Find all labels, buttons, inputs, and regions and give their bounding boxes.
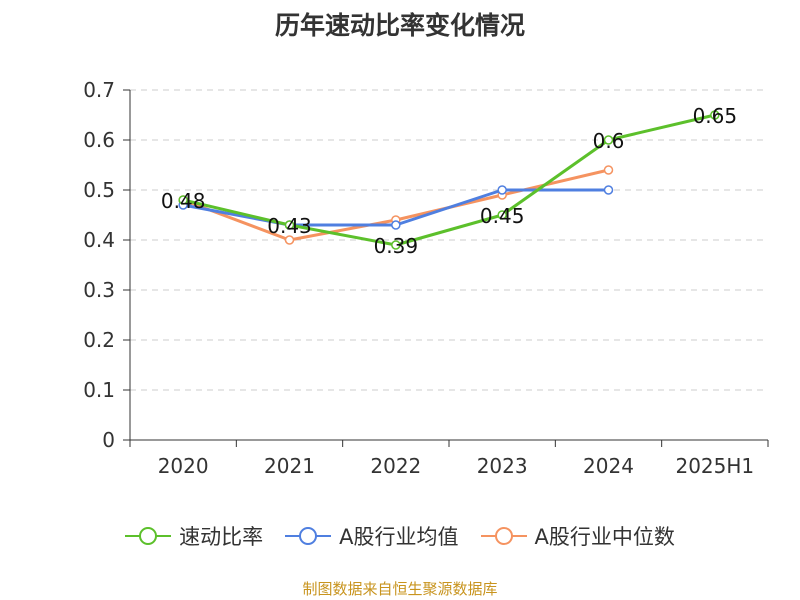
legend-item-quick-ratio[interactable]: 速动比率	[125, 521, 263, 551]
y-tick-label: 0.3	[83, 278, 115, 302]
y-tick-label: 0.1	[83, 378, 115, 402]
data-label: 0.65	[693, 104, 738, 128]
data-point	[497, 185, 507, 195]
data-label: 0.43	[267, 214, 312, 238]
data-point	[284, 235, 295, 245]
axes: 0 0.1 0.2 0.3 0.4 0.5 0.6 0.7 2020 2021 2022 2023 20…	[83, 78, 769, 478]
legend-marker-icon	[480, 526, 527, 546]
data-point	[391, 220, 401, 230]
data-point	[603, 165, 614, 175]
x-tick-label: 2023	[477, 454, 528, 478]
series-line	[182, 113, 716, 247]
legend-marker-icon	[285, 526, 332, 546]
source-note: 制图数据来自恒生聚源数据库	[302, 580, 498, 598]
y-tick-label: 0.2	[83, 328, 115, 352]
data-point	[391, 240, 401, 250]
x-tick-label: 2020	[158, 454, 209, 478]
data-point	[497, 210, 507, 220]
data-label: 0.6	[593, 129, 625, 153]
x-tick-label: 2022	[370, 454, 421, 478]
y-tick-label: 0	[102, 428, 115, 452]
data-point	[603, 135, 614, 145]
legend-item-industry-median[interactable]: A股行业中位数	[480, 521, 675, 551]
x-tick-label: 2021	[264, 454, 315, 478]
data-label: 0.39	[374, 234, 419, 258]
data-label: 0.48	[161, 189, 206, 213]
x-tick-label: 2025H1	[675, 454, 754, 478]
legend: 速动比率 A股行业均值 A股行业中位数	[0, 521, 800, 551]
chart-title: 历年速动比率变化情况	[274, 11, 525, 40]
data-labels: 0.48 0.43 0.39 0.45 0.6 0.65	[161, 104, 737, 258]
y-tick-label: 0.7	[83, 78, 115, 102]
series-lines	[178, 110, 720, 250]
legend-marker-icon	[125, 526, 172, 546]
data-point	[710, 110, 720, 120]
legend-label: A股行业均值	[339, 525, 459, 549]
legend-item-industry-mean[interactable]: A股行业均值	[285, 521, 459, 551]
legend-label: 速动比率	[179, 525, 264, 549]
x-tick-label: 2024	[583, 454, 634, 478]
grid-lines	[130, 89, 768, 391]
data-label: 0.45	[480, 204, 525, 228]
y-tick-label: 0.5	[83, 178, 115, 202]
y-tick-label: 0.6	[83, 128, 115, 152]
data-point	[603, 185, 614, 195]
data-point	[178, 195, 188, 205]
y-tick-label: 0.4	[83, 228, 115, 252]
legend-label: A股行业中位数	[534, 525, 675, 549]
data-point	[284, 220, 295, 230]
